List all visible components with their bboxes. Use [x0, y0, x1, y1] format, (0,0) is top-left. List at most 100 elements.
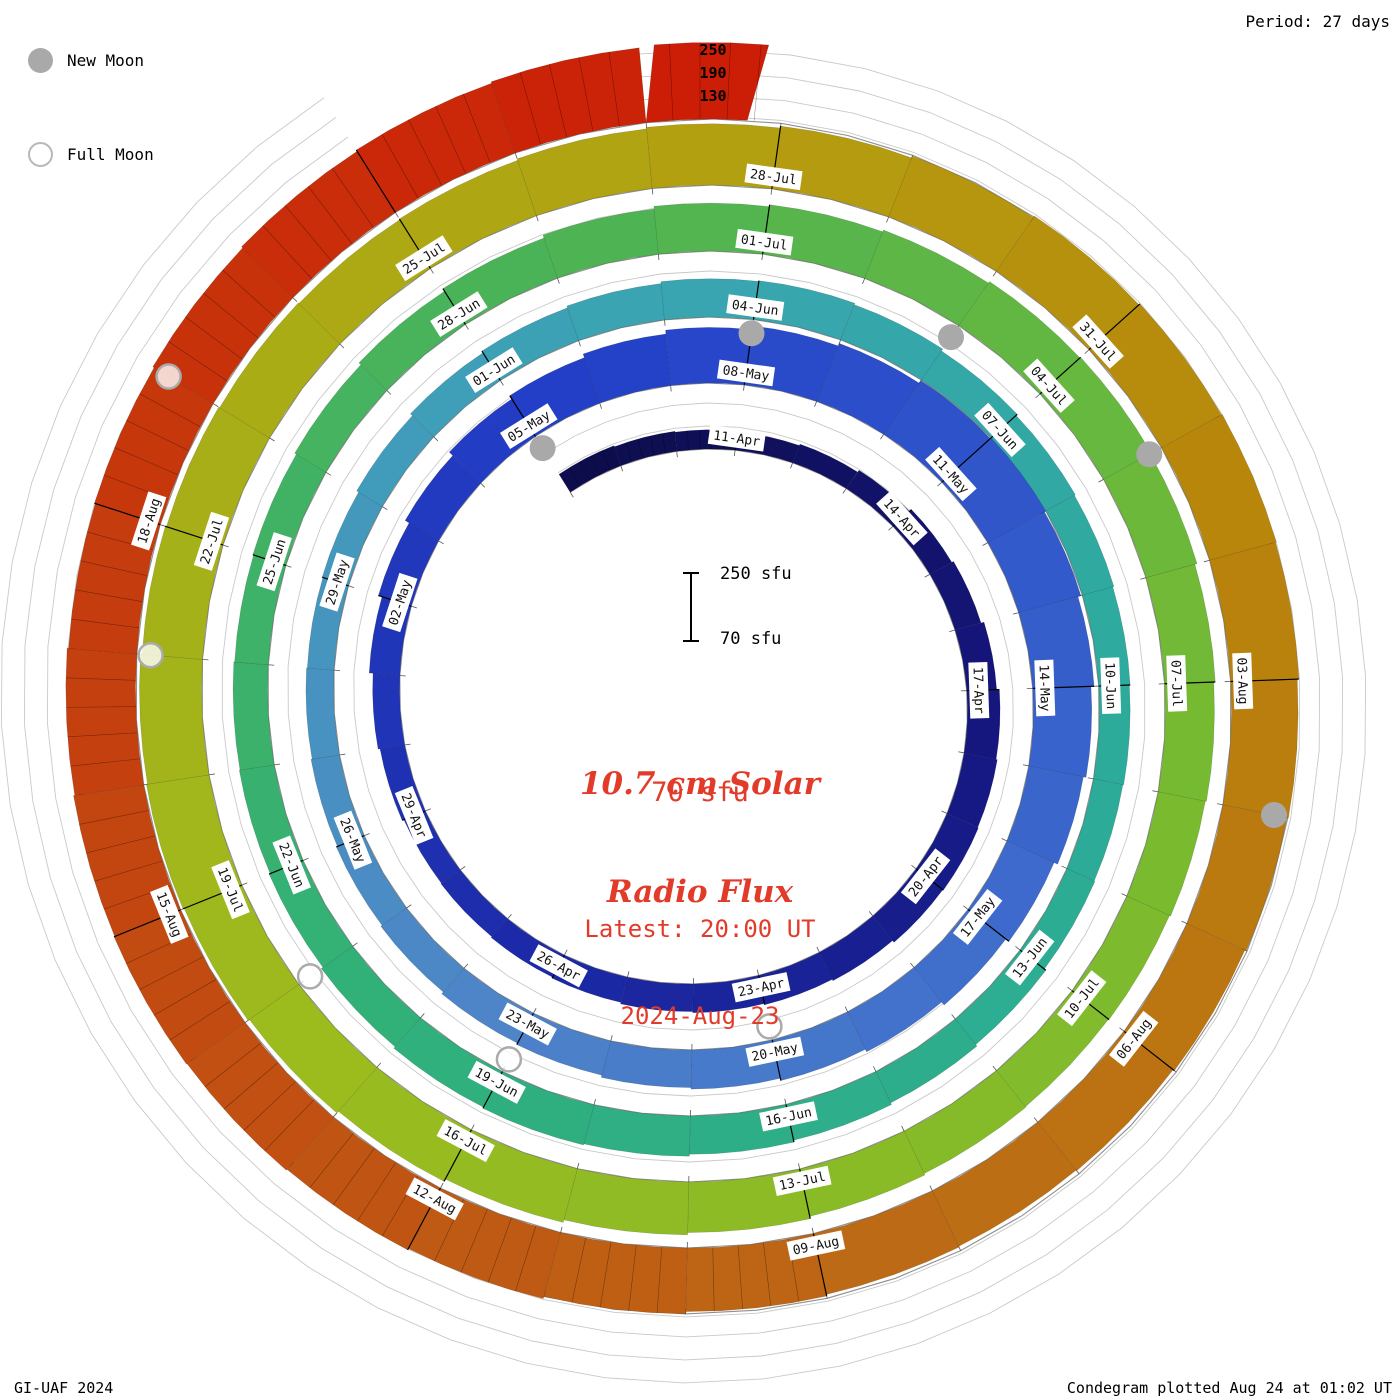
- flux-bar: [321, 946, 421, 1047]
- flux-bar: [219, 302, 340, 439]
- flux-bar: [819, 915, 893, 982]
- flux-bar: [847, 967, 942, 1053]
- moon-legend: New Moon Full Moon: [28, 8, 154, 234]
- flux-bar: [65, 648, 144, 796]
- svg-text:130: 130: [699, 87, 726, 105]
- flux-bar: [582, 333, 671, 404]
- scalebar-top-label: 250 sfu: [720, 564, 792, 584]
- new-moon-icon: [28, 47, 53, 73]
- flux-bar: [1066, 778, 1124, 882]
- scale-bar: [683, 572, 699, 642]
- new-moon-marker: [738, 320, 765, 347]
- flux-bar: [1209, 541, 1300, 682]
- moon-markers: [137, 320, 1287, 1073]
- flux-bar: [645, 42, 770, 123]
- svg-text:190: 190: [699, 64, 726, 82]
- flux-bar: [987, 511, 1082, 613]
- svg-text:14-May: 14-May: [1035, 664, 1052, 712]
- radial-scale-labels: 250 190 130: [699, 41, 726, 105]
- date-label: 17-Apr: [968, 661, 990, 719]
- full-moon-marker: [296, 963, 324, 990]
- flux-bar: [1158, 681, 1215, 802]
- flux-bar: [558, 445, 622, 493]
- date-label: 03-Aug: [1232, 652, 1254, 710]
- flux-bar: [113, 909, 246, 1065]
- svg-text:01-Jul: 01-Jul: [740, 232, 789, 253]
- full-moon-marker: [756, 1013, 783, 1040]
- flux-bar: [440, 869, 508, 937]
- flux-bar: [152, 247, 294, 404]
- date-label: 01-Jul: [735, 228, 794, 256]
- date-label: 07-Jul: [1166, 655, 1188, 712]
- flux-bar: [393, 1017, 503, 1108]
- flux-bar: [1018, 596, 1095, 689]
- flux-bar: [913, 909, 1007, 1006]
- date-label: 28-Jul: [744, 163, 803, 191]
- date-label: 08-May: [716, 359, 776, 387]
- full-moon-icon: [28, 141, 53, 167]
- flux-bar: [94, 367, 214, 525]
- flux-bar: [614, 431, 678, 466]
- full-moon-label: Full Moon: [67, 144, 154, 164]
- full-moon-marker: [155, 363, 182, 390]
- latest-timestamp: Latest: 20:00 UT 2024-Aug-23: [0, 857, 1400, 1089]
- svg-text:04-Jun: 04-Jun: [731, 298, 780, 319]
- svg-text:250: 250: [699, 41, 726, 59]
- period-label: Period: 27 days: [1245, 12, 1391, 31]
- flux-bar: [600, 1040, 693, 1088]
- chart-title: 10.7 cm Solar Radio Flux: [0, 694, 1400, 982]
- svg-text:07-Jul: 07-Jul: [1167, 660, 1184, 707]
- flux-bar: [305, 667, 340, 760]
- flux-bar: [840, 304, 944, 381]
- flux-bar: [792, 443, 858, 489]
- svg-text:10-Jun: 10-Jun: [1101, 662, 1118, 709]
- flux-bar: [1006, 765, 1084, 865]
- date-label: 10-Jun: [1100, 657, 1122, 715]
- flux-bar: [1161, 414, 1277, 561]
- flux-bar: [286, 1116, 441, 1251]
- flux-bar: [864, 229, 989, 326]
- full-moon-marker: [137, 641, 164, 669]
- latest-date-line: 2024-Aug-23: [620, 1002, 780, 1030]
- flux-bar: [1045, 495, 1115, 596]
- current-flux-value: 70 sfu: [651, 777, 749, 808]
- flux-bar: [338, 1067, 472, 1182]
- flux-bar: [1186, 804, 1288, 952]
- svg-text:08-May: 08-May: [722, 363, 771, 384]
- credit-label: GI-UAF 2024: [14, 1379, 114, 1397]
- full-moon-marker: [495, 1046, 523, 1073]
- flux-bar: [620, 976, 694, 1012]
- flux-bar: [753, 280, 856, 340]
- flux-bar: [232, 661, 275, 771]
- flux-bar: [1126, 791, 1206, 917]
- flux-bar: [542, 208, 659, 279]
- scalebar-bottom-label: 70 sfu: [720, 629, 782, 649]
- flux-bar: [1103, 453, 1198, 578]
- flux-bar: [875, 1018, 978, 1104]
- new-moon-marker: [938, 324, 964, 351]
- flux-bar: [929, 561, 982, 631]
- chart-title-line1: 10.7 cm Solar: [579, 766, 821, 802]
- svg-text:03-Aug: 03-Aug: [1233, 657, 1250, 704]
- flux-bar: [932, 1121, 1077, 1247]
- latest-time-line: Latest: 20:00 UT: [584, 915, 816, 943]
- flux-bar: [252, 453, 327, 566]
- new-moon-label: New Moon: [67, 50, 145, 70]
- svg-text:11-Apr: 11-Apr: [712, 428, 761, 449]
- flux-bar: [356, 415, 434, 507]
- new-moon-marker: [1136, 441, 1163, 468]
- date-label: 14-May: [1034, 659, 1056, 717]
- flux-bar: [772, 1011, 866, 1081]
- flux-bar: [583, 1104, 691, 1157]
- svg-text:28-Jul: 28-Jul: [749, 167, 798, 188]
- chart-title-line2: Radio Flux: [606, 874, 794, 910]
- flux-bar: [490, 47, 647, 154]
- flux-bar: [1123, 923, 1246, 1071]
- legend-new-moon: New Moon: [28, 46, 154, 74]
- svg-text:17-Apr: 17-Apr: [969, 667, 986, 715]
- flux-bar: [186, 1022, 334, 1171]
- flux-bar: [166, 406, 270, 546]
- flux-bar: [1037, 1031, 1174, 1171]
- legend-full-moon: Full Moon: [28, 140, 154, 168]
